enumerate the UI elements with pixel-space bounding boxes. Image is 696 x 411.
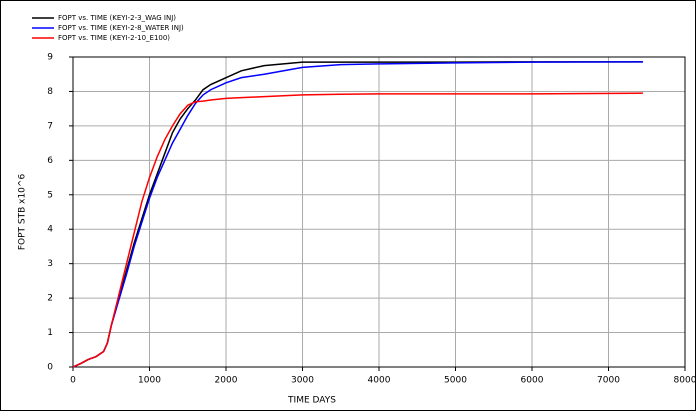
- x-tick-label: 3000: [291, 376, 314, 386]
- x-tick-label: 1000: [138, 376, 161, 386]
- y-tick-label: 7: [47, 121, 53, 131]
- legend-label: FOPT vs. TIME (KEYI-2-8_WATER INJ): [58, 24, 184, 32]
- x-tick-label: 6000: [521, 376, 544, 386]
- x-tick-label: 2000: [215, 376, 238, 386]
- y-tick-label: 4: [47, 225, 53, 235]
- y-axis-label: FOPT STB x10^6: [18, 174, 28, 251]
- y-tick-label: 1: [47, 328, 53, 338]
- y-tick-label: 6: [47, 156, 53, 166]
- legend-label: FOPT vs. TIME (KEYI-2-3_WAG INJ): [58, 14, 176, 22]
- y-tick-label: 0: [47, 363, 53, 373]
- legend-label: FOPT vs. TIME (KEYI-2-10_E100): [58, 34, 170, 42]
- y-tick-label: 9: [47, 53, 53, 63]
- x-tick-label: 4000: [368, 376, 391, 386]
- y-tick-label: 5: [47, 190, 53, 200]
- series-line: [72, 92, 643, 368]
- x-tick-label: 7000: [597, 376, 620, 386]
- y-tick-label: 8: [47, 87, 53, 97]
- y-tick-label: 2: [47, 294, 53, 304]
- y-tick-label: 3: [47, 259, 53, 269]
- x-tick-label: 5000: [444, 376, 467, 386]
- x-axis-label: TIME DAYS: [287, 396, 336, 406]
- plot-area: [72, 56, 686, 368]
- x-tick-label: 8000: [674, 376, 696, 386]
- x-tick-label: 0: [70, 376, 76, 386]
